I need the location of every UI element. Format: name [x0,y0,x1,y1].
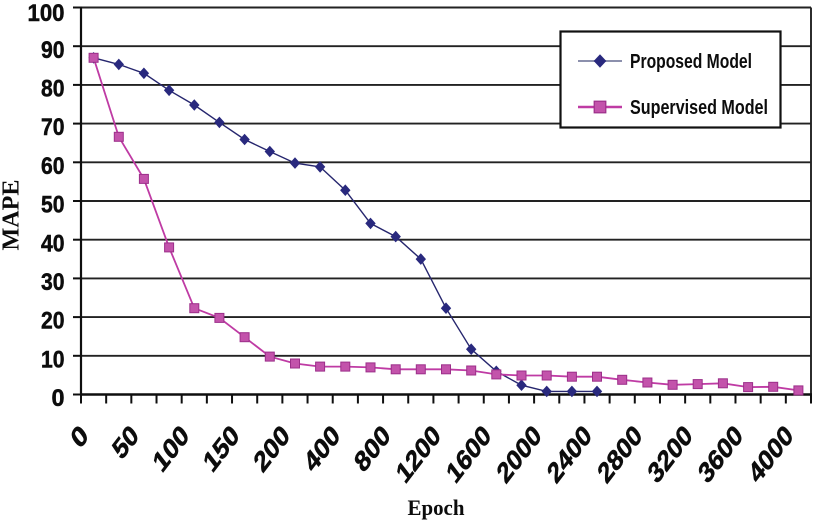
svg-text:100: 100 [28,0,65,27]
svg-text:0: 0 [52,385,65,412]
svg-text:40: 40 [41,230,65,257]
svg-text:90: 90 [41,37,65,64]
svg-text:50: 50 [41,192,65,219]
svg-text:80: 80 [41,76,65,103]
svg-text:60: 60 [41,153,65,180]
svg-text:MAPE: MAPE [0,180,24,251]
svg-text:Supervised Model: Supervised Model [630,97,768,119]
svg-text:20: 20 [41,308,65,335]
svg-text:30: 30 [41,269,65,296]
svg-text:Proposed Model: Proposed Model [630,51,752,73]
svg-text:Epoch: Epoch [408,495,465,520]
svg-text:70: 70 [41,114,65,141]
svg-text:10: 10 [41,346,65,373]
